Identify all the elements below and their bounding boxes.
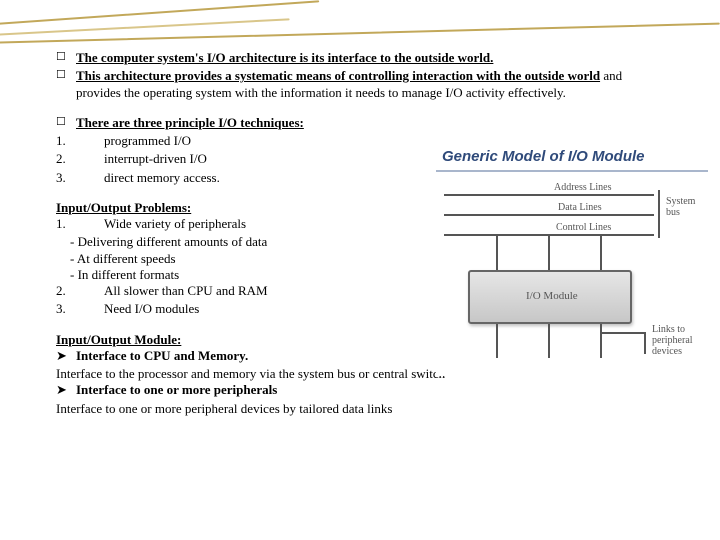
list-text: direct memory access. (104, 170, 220, 186)
diagram-line (600, 332, 646, 334)
list-number: 3. (56, 301, 84, 317)
square-bullet-icon: ☐ (56, 51, 76, 65)
bullet-underlined: This architecture provides a systematic … (76, 68, 600, 83)
techniques-heading-row: ☐ There are three principle I/O techniqu… (56, 115, 666, 131)
diagram-label: Links to peripheral devices (652, 324, 702, 357)
arrow-bullet-icon: ➤ (56, 382, 76, 398)
list-text: Need I/O modules (104, 301, 199, 317)
diagram-line (658, 190, 660, 238)
module-item-text: Interface to CPU and Memory. (76, 348, 248, 364)
module-item: ➤ Interface to one or more peripherals (56, 382, 666, 398)
diagram-line (600, 234, 602, 270)
diagram-divider (436, 170, 708, 172)
diagram-line (548, 324, 550, 358)
diagram-line (444, 194, 654, 196)
list-text: Wide variety of peripherals (104, 216, 246, 232)
list-number: 2. (56, 151, 84, 167)
diagram-line (600, 324, 602, 358)
list-text: interrupt-driven I/O (104, 151, 207, 167)
list-number: 3. (56, 170, 84, 186)
io-module-diagram: Generic Model of I/O Module Address Line… (436, 146, 708, 376)
list-text: All slower than CPU and RAM (104, 283, 268, 299)
decor-line (0, 0, 319, 26)
square-bullet-icon: ☐ (56, 116, 76, 130)
bullet-text: The computer system's I/O architecture i… (76, 50, 493, 66)
list-number: 1. (56, 216, 84, 232)
decor-line (0, 23, 720, 44)
diagram-title: Generic Model of I/O Module (442, 148, 645, 165)
bullet-text: This architecture provides a systematic … (76, 68, 666, 101)
square-bullet-icon: ☐ (56, 69, 76, 83)
diagram-label: Control Lines (556, 222, 611, 233)
module-desc: Interface to one or more peripheral devi… (56, 401, 666, 417)
bullet-row: ☐ The computer system's I/O architecture… (56, 50, 666, 66)
list-number: 1. (56, 133, 84, 149)
diagram-line (444, 214, 654, 216)
list-number: 2. (56, 283, 84, 299)
diagram-line (548, 234, 550, 270)
diagram-line (496, 234, 498, 270)
diagram-label: Data Lines (558, 202, 602, 213)
techniques-heading: There are three principle I/O techniques… (76, 115, 304, 131)
diagram-line (644, 332, 646, 354)
list-text: programmed I/O (104, 133, 191, 149)
diagram-label: I/O Module (526, 290, 578, 302)
arrow-bullet-icon: ➤ (56, 348, 76, 364)
diagram-label: System bus (666, 196, 704, 218)
bullet-row: ☐ This architecture provides a systemati… (56, 68, 666, 101)
diagram-line (496, 324, 498, 358)
diagram-label: Address Lines (554, 182, 612, 193)
module-item-text: Interface to one or more peripherals (76, 382, 277, 398)
